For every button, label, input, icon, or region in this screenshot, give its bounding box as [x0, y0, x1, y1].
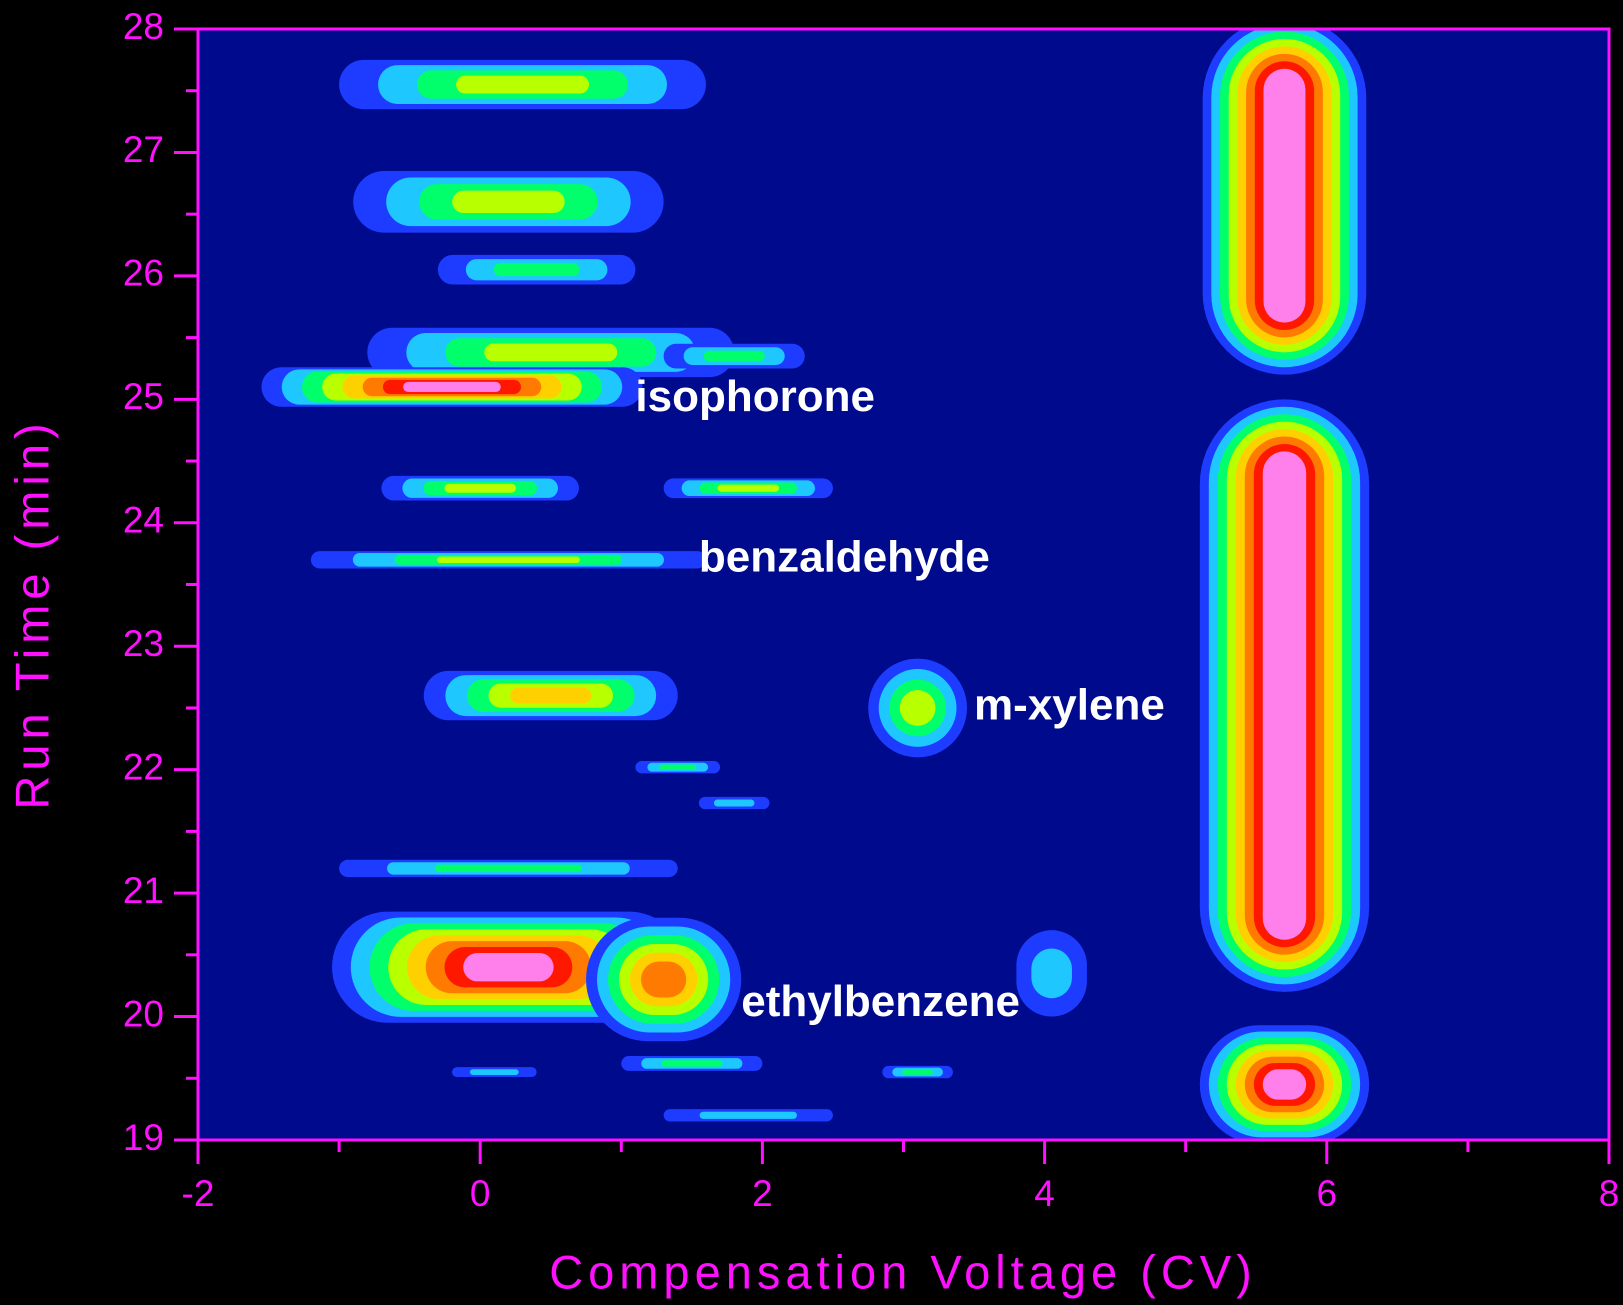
spot-level — [452, 191, 565, 213]
spot — [1016, 930, 1087, 1016]
annotation: benzaldehyde — [699, 532, 990, 581]
x-tick-label: 6 — [1317, 1173, 1338, 1214]
spot-level — [700, 1112, 797, 1119]
spot-level — [659, 765, 696, 770]
spot — [311, 551, 706, 568]
spot — [882, 1066, 953, 1078]
spot-level — [1263, 69, 1305, 323]
spot-level — [403, 382, 501, 392]
spot-level — [484, 343, 617, 361]
spot — [339, 860, 678, 877]
spot-level — [435, 865, 582, 872]
y-tick-label: 22 — [123, 746, 164, 787]
spot-level — [900, 690, 936, 726]
spot — [699, 797, 770, 809]
y-axis-title: Run Time (min) — [5, 418, 58, 809]
spot-level — [714, 799, 755, 806]
spot — [664, 1109, 833, 1121]
spot — [1200, 1025, 1369, 1144]
spot-level — [704, 351, 765, 362]
y-tick-label: 27 — [123, 129, 164, 170]
x-tick-label: -2 — [182, 1173, 215, 1214]
spot — [438, 255, 636, 285]
spot — [586, 918, 741, 1041]
y-tick-label: 24 — [123, 500, 164, 541]
spot — [664, 344, 805, 369]
y-tick-label: 28 — [123, 6, 164, 47]
spot-level — [661, 1060, 722, 1066]
spot — [353, 171, 663, 233]
x-tick-label: 4 — [1034, 1173, 1055, 1214]
spot — [381, 476, 579, 501]
spot-level — [641, 962, 686, 998]
spot-level — [902, 1069, 933, 1074]
spot — [452, 1067, 537, 1077]
y-tick-label: 26 — [123, 253, 164, 294]
spot — [664, 478, 833, 498]
y-tick-label: 25 — [123, 376, 164, 417]
spot-level — [437, 557, 580, 563]
spot — [424, 671, 678, 720]
annotation: m-xylene — [974, 681, 1165, 730]
spot — [635, 761, 720, 773]
spot — [339, 60, 706, 109]
x-tick-label: 2 — [752, 1173, 773, 1214]
annotation: ethylbenzene — [741, 977, 1020, 1026]
y-tick-label: 20 — [123, 993, 164, 1034]
x-tick-label: 0 — [470, 1173, 491, 1214]
y-tick-label: 19 — [123, 1117, 164, 1158]
spot — [621, 1056, 762, 1071]
spot-level — [456, 76, 589, 94]
spot — [1200, 399, 1369, 992]
spot-level — [718, 485, 779, 492]
spot-level — [1263, 451, 1306, 939]
spot — [261, 367, 642, 407]
spot-level — [510, 688, 591, 704]
spot-level — [1031, 949, 1072, 999]
y-tick-label: 23 — [123, 623, 164, 664]
spot-level — [1263, 1069, 1306, 1099]
y-tick-label: 21 — [123, 870, 164, 911]
spot-level — [470, 1069, 519, 1075]
spot-level — [494, 263, 580, 276]
spot-level — [463, 953, 553, 981]
spot — [868, 659, 967, 758]
spot-level — [444, 484, 516, 493]
x-axis-title: Compensation Voltage (CV) — [549, 1245, 1257, 1298]
chart: Compensation Voltage (CV) Run Time (min)… — [0, 0, 1623, 1305]
x-tick-label: 8 — [1599, 1173, 1620, 1214]
annotation: isophorone — [635, 372, 875, 421]
spot — [1203, 17, 1367, 375]
